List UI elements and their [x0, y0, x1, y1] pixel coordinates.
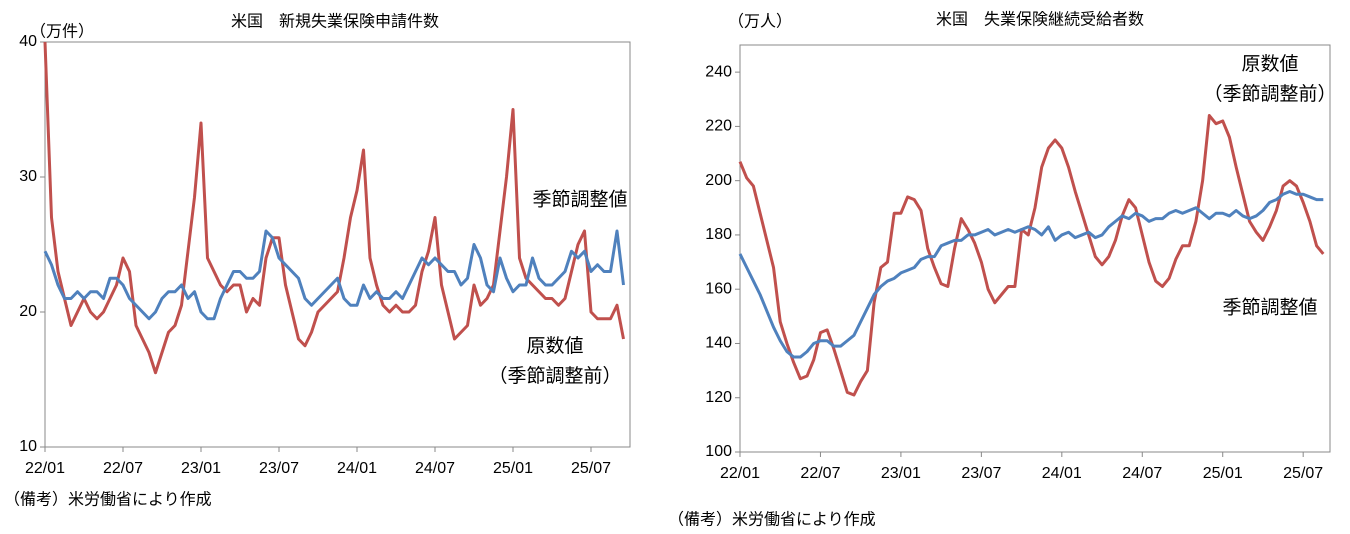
y-unit: （万件） — [30, 22, 94, 41]
y-tick-label: 30 — [19, 168, 37, 185]
y-tick-label: 100 — [705, 443, 732, 460]
x-tick-label: 22/01 — [720, 465, 760, 482]
series-line — [738, 114, 1325, 397]
x-tick-label: 24/07 — [1122, 465, 1162, 482]
x-tick-label: 22/01 — [25, 460, 65, 477]
y-tick-label: 180 — [705, 226, 732, 243]
y-tick-label: 20 — [19, 303, 37, 320]
x-tick-label: 25/07 — [571, 460, 611, 477]
series-line — [43, 229, 625, 321]
y-tick-label: 160 — [705, 280, 732, 297]
y-tick-label: 240 — [705, 63, 732, 80]
x-tick-label: 25/01 — [493, 460, 533, 477]
y-unit: （万人） — [728, 12, 792, 31]
x-tick-label: 23/07 — [961, 465, 1001, 482]
chart-title: 米国 失業保険継続受給者数 — [936, 10, 1144, 29]
x-tick-label: 25/07 — [1283, 465, 1323, 482]
plot-frame — [739, 44, 1331, 453]
y-tick-label: 200 — [705, 172, 732, 189]
y-tick-label: 120 — [705, 389, 732, 406]
note: （備考）米労働省により作成 — [668, 510, 876, 529]
chart-title: 米国 新規失業保険申請件数 — [231, 12, 439, 31]
plot-frame — [44, 41, 631, 448]
y-tick-label: 40 — [19, 33, 37, 50]
note: （備考）米労働省により作成 — [4, 490, 212, 509]
x-tick-label: 24/01 — [1042, 465, 1082, 482]
x-tick-label: 23/07 — [259, 460, 299, 477]
annotation: 季節調整値 — [1222, 297, 1317, 319]
x-tick-label: 23/01 — [881, 465, 921, 482]
annotation: 原数値（季節調整前） — [488, 335, 621, 387]
y-tick-label: 220 — [705, 118, 732, 135]
x-tick-label: 22/07 — [103, 460, 143, 477]
x-tick-label: 25/01 — [1203, 465, 1243, 482]
x-tick-label: 23/01 — [181, 460, 221, 477]
x-tick-label: 24/01 — [337, 460, 377, 477]
annotation: 原数値（季節調整前） — [1203, 53, 1336, 105]
x-tick-label: 24/07 — [415, 460, 455, 477]
x-tick-label: 22/07 — [800, 465, 840, 482]
y-tick-label: 10 — [19, 438, 37, 455]
y-tick-label: 140 — [705, 335, 732, 352]
series-line — [738, 190, 1324, 359]
annotation: 季節調整値 — [532, 189, 627, 211]
